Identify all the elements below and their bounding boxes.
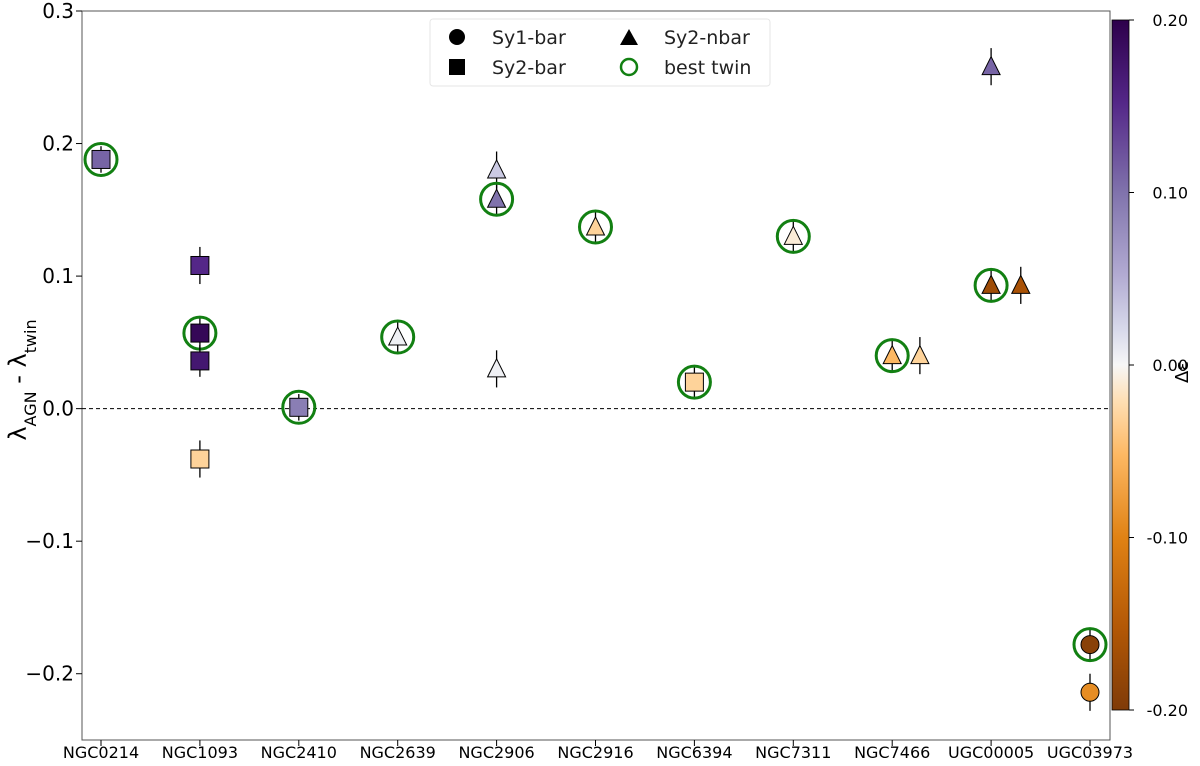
triangle-marker — [981, 55, 1001, 76]
y-axis: −0.2 −0.1 0.0 0.1 0.2 0.3 — [25, 0, 82, 686]
y-tick-label: 0.2 — [42, 132, 74, 156]
y-axis-label: λAGN - λtwin — [4, 319, 40, 440]
best-twin-ring — [1072, 627, 1108, 663]
x-tick-label: NGC7466 — [854, 743, 930, 762]
colorbar-tick-label: 0.00 — [1152, 356, 1188, 375]
square-marker — [190, 351, 210, 371]
legend-ring-icon — [619, 57, 639, 77]
x-tick-label: NGC2906 — [458, 743, 534, 762]
best-twin-ring — [83, 141, 119, 177]
best-twin-ring — [874, 338, 910, 374]
triangle-marker — [981, 274, 1001, 294]
x-tick-label: NGC6394 — [656, 743, 732, 762]
best-twin-ring — [281, 389, 317, 425]
x-tick-label: UGC03973 — [1047, 743, 1133, 762]
x-axis: NGC0214 NGC1093 NGC2410 NGC2639 NGC2906 NGC29… — [63, 740, 1133, 762]
best-twin-ring — [578, 209, 613, 245]
y-tick-label: 0.3 — [42, 0, 74, 23]
square-marker — [289, 397, 309, 417]
triangle-marker — [486, 357, 507, 378]
x-tick-label: NGC0214 — [63, 743, 139, 762]
legend-label-sy2-nbar: Sy2-nbar — [664, 27, 750, 49]
legend: Sy1-bar Sy2-nbar Sy2-bar best twin — [429, 18, 771, 87]
legend-label-sy2-bar: Sy2-bar — [492, 57, 566, 79]
triangle-marker — [486, 188, 507, 208]
best-twin-ring — [973, 267, 1009, 303]
x-tick-label: NGC2916 — [557, 743, 633, 762]
colorbar-ticks: -0.20 -0.10 0.00 0.10 0.20 — [1129, 11, 1188, 720]
x-tick-label: NGC2639 — [360, 743, 436, 762]
triangle-marker — [486, 158, 507, 179]
x-tick-label: NGC7311 — [755, 743, 831, 762]
colorbar — [1111, 19, 1130, 711]
triangle-marker — [783, 225, 804, 245]
best-twin-ring — [380, 319, 416, 355]
best-twin-ring — [479, 181, 515, 217]
square-marker — [190, 255, 210, 275]
colorbar-tick-label: 0.20 — [1152, 11, 1188, 30]
square-marker — [190, 449, 210, 469]
x-tick-label: NGC2410 — [261, 743, 337, 762]
circle-marker — [1080, 682, 1100, 702]
data-points — [83, 48, 1108, 711]
triangle-marker — [882, 344, 903, 365]
square-marker — [91, 149, 111, 169]
legend-label-best-twin: best twin — [664, 57, 751, 79]
y-tick-label: −0.1 — [25, 529, 74, 553]
legend-circle-icon — [449, 29, 465, 45]
legend-box — [429, 18, 771, 87]
circle-marker — [1080, 635, 1100, 655]
x-tick-label: UGC00005 — [948, 743, 1034, 762]
triangle-marker — [910, 344, 930, 365]
legend-label-sy1-bar: Sy1-bar — [492, 27, 566, 49]
triangle-marker — [1010, 274, 1031, 294]
colorbar-tick-label: -0.20 — [1147, 701, 1188, 720]
legend-triangle-icon — [620, 29, 638, 45]
y-tick-label: 0.0 — [42, 397, 74, 421]
y-tick-label: 0.1 — [42, 264, 74, 288]
colorbar-tick-label: 0.10 — [1152, 184, 1188, 203]
colorbar-tick-label: -0.10 — [1147, 529, 1188, 548]
colorbar-label: Δε — [1172, 361, 1193, 383]
legend-square-icon — [449, 59, 465, 75]
x-tick-label: NGC1093 — [162, 743, 238, 762]
square-marker — [190, 323, 210, 343]
triangle-marker — [585, 215, 606, 236]
y-tick-label: −0.2 — [25, 662, 74, 686]
square-marker — [684, 372, 704, 392]
plot-frame — [81, 10, 1111, 741]
best-twin-ring — [676, 364, 712, 400]
best-twin-ring — [775, 218, 811, 254]
triangle-marker — [387, 325, 408, 346]
